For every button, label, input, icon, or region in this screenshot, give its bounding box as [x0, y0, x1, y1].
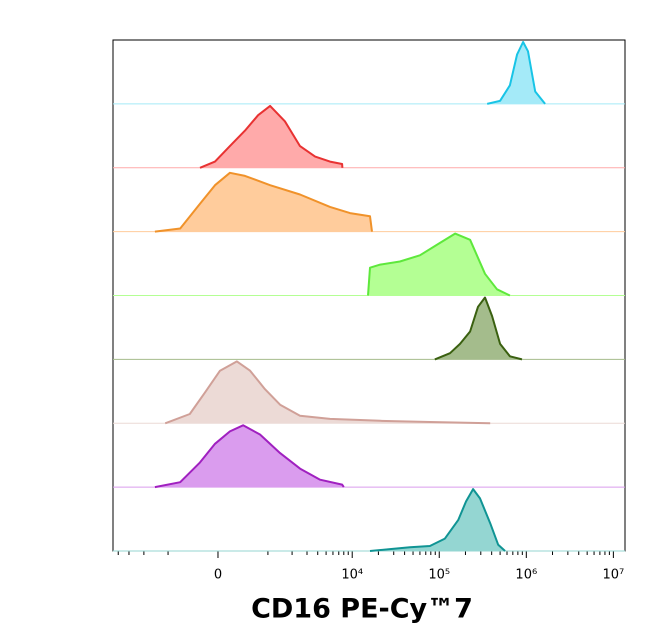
histogram-area	[165, 361, 491, 424]
histogram-area	[154, 172, 372, 232]
histogram-line	[486, 41, 546, 105]
histogram-line	[369, 488, 506, 552]
x-tick-label: 10⁵	[428, 568, 450, 583]
x-tick-label: 10⁶	[515, 568, 537, 583]
histogram-line	[367, 232, 511, 297]
histogram-line	[154, 424, 345, 489]
histogram-area	[434, 297, 522, 360]
histogram-line	[434, 296, 523, 361]
histogram-line	[164, 360, 491, 425]
histogram-area	[154, 425, 344, 488]
x-tick-label: 10⁷	[602, 568, 624, 583]
histogram-line	[199, 104, 344, 169]
histogram-area	[200, 105, 343, 168]
histogram-area	[370, 489, 506, 551]
histogram-line	[154, 171, 373, 233]
x-tick-label: 10⁴	[341, 568, 363, 583]
histogram-area	[487, 42, 546, 104]
x-axis-label: CD16 PE-Cy™7	[251, 594, 473, 625]
x-tick-label: 0	[214, 568, 222, 583]
histogram-area	[368, 233, 510, 296]
